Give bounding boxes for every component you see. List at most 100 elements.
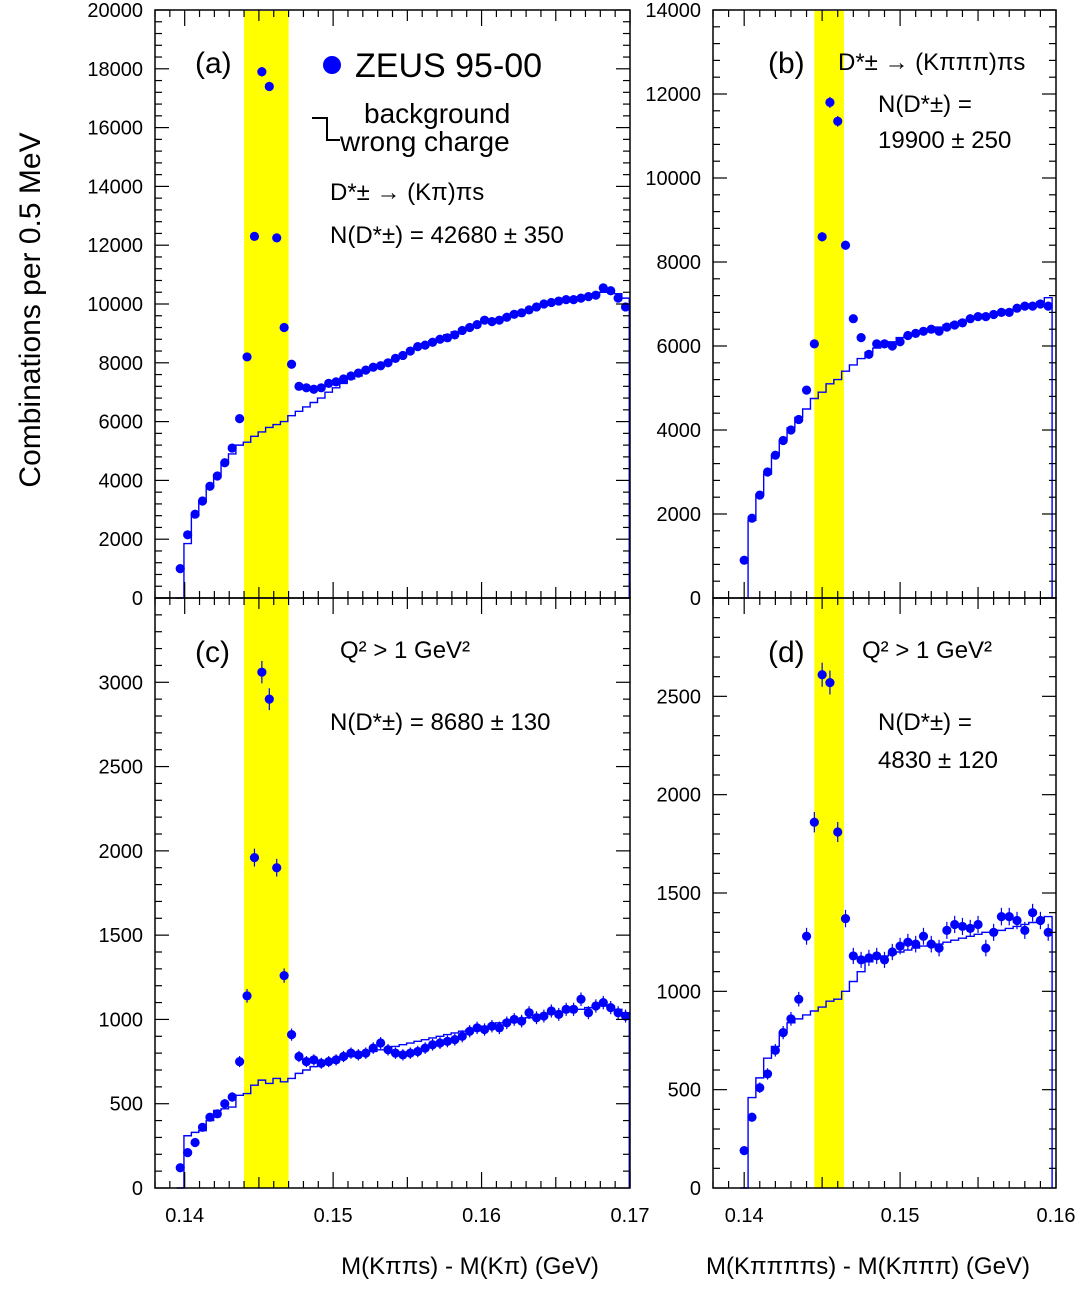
data-point — [1012, 915, 1022, 926]
data-point — [926, 939, 936, 949]
data-point — [1004, 912, 1014, 922]
data-point — [879, 339, 890, 349]
y-tick-label: 500 — [110, 1094, 143, 1116]
y-tick-label: 8000 — [99, 353, 144, 375]
data-point — [755, 1083, 765, 1093]
data-point — [879, 955, 890, 965]
data-point — [778, 1028, 788, 1038]
data-point — [989, 309, 999, 320]
data-point — [324, 378, 334, 388]
y-axis-label: Combinations per 0.5 MeV — [14, 132, 47, 487]
x-tick-label: 0.15 — [314, 1205, 353, 1227]
data-point — [227, 443, 237, 453]
data-point — [957, 921, 968, 932]
data-point — [809, 339, 819, 349]
data-point — [324, 1056, 334, 1067]
data-point — [911, 328, 921, 338]
signal-band — [814, 11, 844, 598]
data-point — [212, 471, 222, 481]
data-point — [494, 1023, 504, 1033]
y-tick-label: 0 — [132, 1178, 143, 1200]
data-point — [457, 1031, 467, 1041]
y-tick-label: 1000 — [657, 981, 702, 1003]
y-tick-label: 4000 — [657, 420, 702, 442]
data-point — [220, 1099, 230, 1109]
data-point — [546, 1006, 556, 1016]
annotation: D*± → (Kπππ)πs — [838, 49, 1025, 76]
data-point — [989, 927, 999, 937]
y-tick-label: 14000 — [645, 0, 701, 22]
data-point — [887, 947, 897, 957]
data-point — [183, 530, 193, 540]
data-point — [996, 307, 1007, 317]
x-tick-label: 0.17 — [611, 1205, 650, 1227]
data-point — [747, 513, 757, 523]
y-tick-label: 2000 — [99, 529, 144, 551]
data-point — [183, 1148, 193, 1158]
data-point — [390, 1048, 401, 1058]
panel-label: (c) — [195, 636, 230, 669]
data-point — [235, 1056, 245, 1067]
data-point — [316, 1058, 326, 1068]
data-point — [450, 1035, 460, 1045]
data-point — [794, 994, 804, 1004]
data-point — [427, 337, 438, 347]
data-point — [353, 368, 363, 378]
data-point — [918, 326, 929, 336]
data-point — [435, 1038, 445, 1048]
data-point — [825, 97, 835, 107]
data-point — [981, 943, 991, 953]
data-point — [739, 555, 749, 565]
data-point — [996, 912, 1007, 922]
data-point — [279, 971, 289, 981]
y-tick-label: 8000 — [657, 252, 702, 274]
data-point — [353, 1050, 363, 1060]
y-tick-label: 4000 — [99, 470, 144, 492]
data-point — [212, 1109, 222, 1119]
data-point — [294, 381, 304, 391]
y-tick-label: 0 — [132, 588, 143, 610]
data-point — [1012, 303, 1022, 313]
data-point — [435, 334, 445, 344]
legend-background-label-2: wrong charge — [339, 126, 510, 157]
annotation: N(D*±) = — [878, 91, 972, 118]
data-point — [197, 1122, 208, 1132]
data-point — [220, 458, 230, 468]
data-point — [568, 294, 579, 305]
data-point — [833, 827, 843, 837]
data-point — [338, 1051, 349, 1062]
y-tick-label: 10000 — [645, 168, 701, 190]
data-point — [957, 318, 968, 328]
data-point — [620, 302, 631, 312]
panel-b: 0 2000 4000 6000 8000 10000 12000 14000 (b) D*± →… — [645, 0, 1057, 610]
data-point — [934, 943, 944, 953]
y-tick-label: 16000 — [87, 118, 143, 140]
data-point — [494, 315, 504, 325]
data-point — [606, 286, 616, 296]
data-point — [242, 352, 252, 362]
data-point — [301, 383, 312, 393]
data-point — [405, 1048, 415, 1058]
data-point — [175, 564, 185, 574]
data-point — [294, 1051, 304, 1062]
data-point — [524, 1008, 534, 1018]
data-point — [235, 414, 245, 424]
data-point — [472, 1023, 482, 1033]
data-point — [531, 302, 542, 312]
signal-band — [244, 11, 289, 598]
data-point — [502, 312, 512, 322]
data-point — [903, 330, 913, 341]
legend-data-marker — [323, 56, 341, 74]
panel-label: (a) — [195, 47, 232, 80]
data-point — [338, 374, 349, 384]
data-point — [918, 931, 929, 941]
data-point — [383, 358, 393, 368]
data-point — [190, 509, 200, 519]
y-tick-label: 2500 — [657, 686, 702, 708]
data-point — [942, 925, 952, 935]
data-point — [479, 315, 490, 325]
data-point — [420, 340, 430, 350]
data-point — [442, 1036, 453, 1046]
x-tick-label: 0.16 — [462, 1205, 501, 1227]
